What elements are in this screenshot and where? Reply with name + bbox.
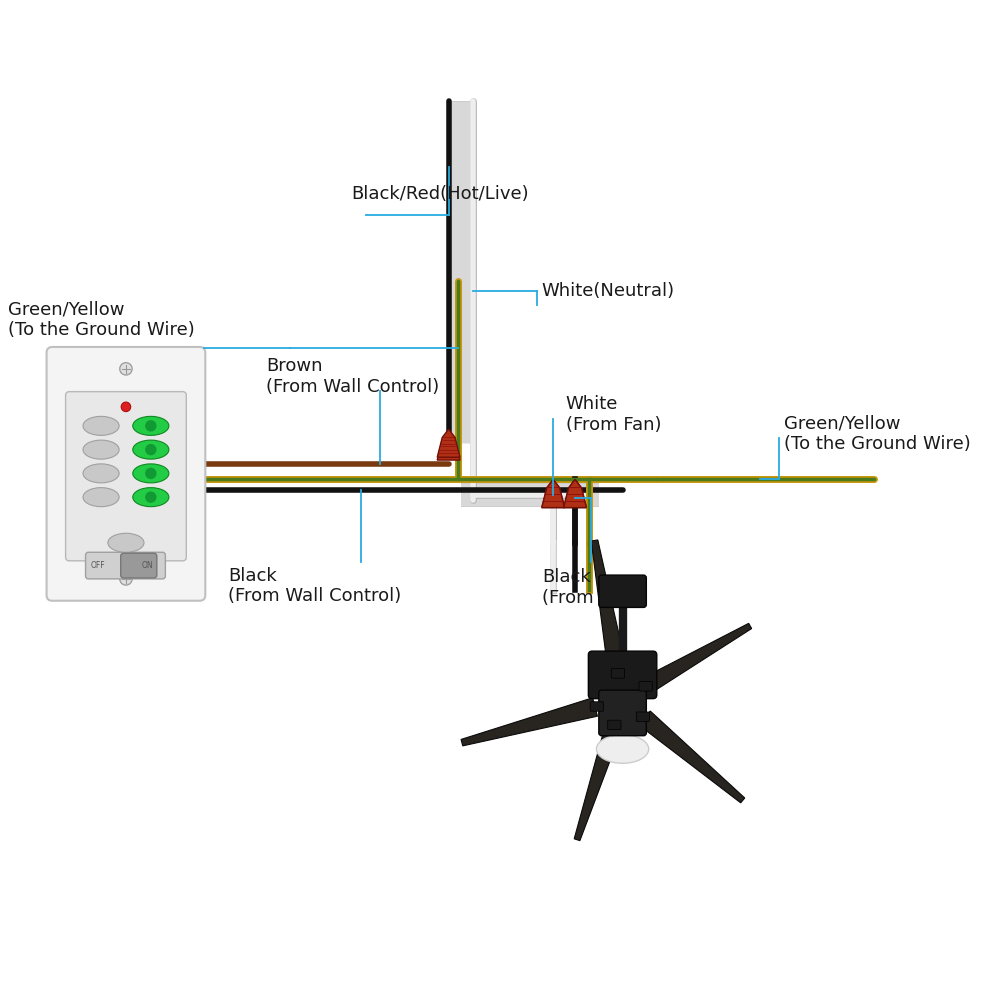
- Text: Black/Red(Hot/Live): Black/Red(Hot/Live): [352, 185, 529, 203]
- Polygon shape: [542, 479, 565, 508]
- Circle shape: [121, 402, 131, 412]
- Polygon shape: [643, 623, 752, 693]
- FancyBboxPatch shape: [608, 720, 621, 730]
- Ellipse shape: [133, 488, 169, 507]
- Polygon shape: [564, 479, 586, 508]
- Circle shape: [120, 363, 132, 375]
- Circle shape: [145, 420, 157, 432]
- Text: Black
(From Fan): Black (From Fan): [542, 568, 637, 607]
- Ellipse shape: [83, 464, 119, 483]
- Polygon shape: [591, 540, 627, 673]
- Ellipse shape: [596, 735, 649, 763]
- Polygon shape: [574, 724, 622, 841]
- Text: ON: ON: [142, 561, 153, 570]
- FancyBboxPatch shape: [121, 553, 157, 578]
- Circle shape: [120, 573, 132, 585]
- FancyBboxPatch shape: [47, 347, 205, 601]
- Polygon shape: [639, 711, 745, 803]
- Text: Black
(From Wall Control): Black (From Wall Control): [228, 567, 401, 605]
- Ellipse shape: [83, 440, 119, 459]
- FancyBboxPatch shape: [588, 651, 657, 699]
- Polygon shape: [437, 432, 460, 460]
- Text: Brown
(From Wall Control): Brown (From Wall Control): [266, 357, 439, 396]
- Text: White(Neutral): White(Neutral): [542, 282, 675, 300]
- Polygon shape: [437, 429, 460, 457]
- FancyBboxPatch shape: [86, 552, 165, 579]
- Polygon shape: [542, 479, 565, 508]
- FancyBboxPatch shape: [636, 712, 650, 721]
- Text: White
(From Fan): White (From Fan): [566, 395, 661, 434]
- FancyBboxPatch shape: [66, 392, 186, 561]
- Circle shape: [145, 444, 157, 455]
- Ellipse shape: [133, 464, 169, 483]
- Ellipse shape: [83, 488, 119, 507]
- FancyBboxPatch shape: [611, 669, 625, 678]
- Text: Green/Yellow
(To the Ground Wire): Green/Yellow (To the Ground Wire): [784, 414, 971, 453]
- Ellipse shape: [133, 416, 169, 435]
- Ellipse shape: [83, 416, 119, 435]
- Text: Green/Yellow
(To the Ground Wire): Green/Yellow (To the Ground Wire): [8, 300, 194, 339]
- Ellipse shape: [108, 533, 144, 552]
- Ellipse shape: [133, 440, 169, 459]
- Text: OFF: OFF: [90, 561, 105, 570]
- FancyBboxPatch shape: [599, 690, 646, 736]
- Circle shape: [145, 491, 157, 503]
- FancyBboxPatch shape: [639, 682, 652, 691]
- Polygon shape: [461, 698, 597, 746]
- Polygon shape: [564, 479, 586, 508]
- FancyBboxPatch shape: [599, 575, 646, 607]
- FancyBboxPatch shape: [590, 702, 604, 711]
- Circle shape: [145, 468, 157, 479]
